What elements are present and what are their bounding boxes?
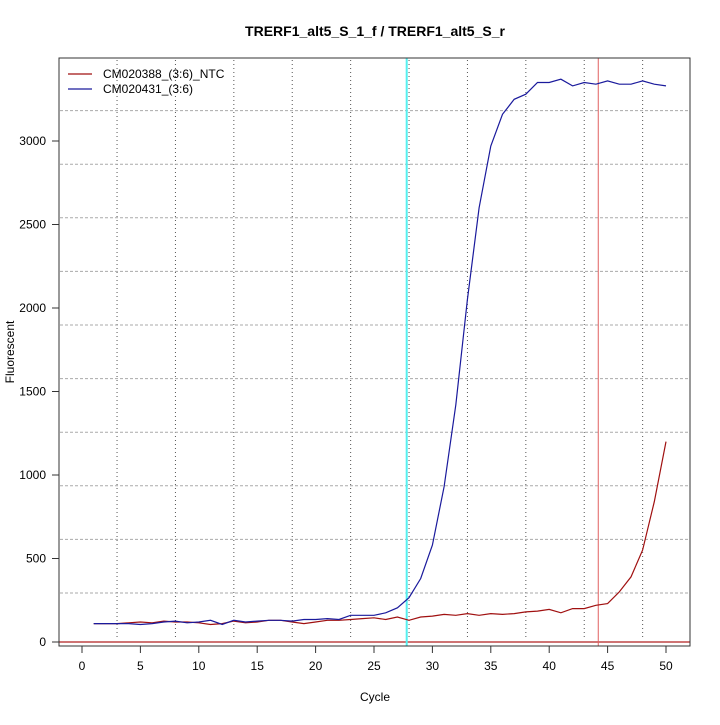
x-tick-label: 25	[367, 659, 381, 673]
plot-frame	[58, 57, 691, 647]
y-tick-label: 2000	[19, 301, 46, 315]
y-tick-label: 2500	[19, 218, 46, 232]
x-tick-label: 5	[137, 659, 144, 673]
y-tick-label: 1000	[19, 468, 46, 482]
x-tick-label: 20	[309, 659, 323, 673]
x-tick-label: 50	[659, 659, 673, 673]
y-tick-label: 3000	[19, 134, 46, 148]
series-line-1	[93, 441, 667, 626]
axes: 0 5 10 15 20 25 30 35 40 45 5005001000150020002500…	[19, 134, 673, 673]
legend-label: CM020388_(3:6)_NTC	[103, 67, 225, 81]
x-tick-label: 45	[601, 659, 615, 673]
series-line-2	[93, 78, 667, 626]
chart-title: TRERF1_alt5_S_1_f / TRERF1_alt5_S_r	[245, 23, 505, 39]
y-tick-label: 0	[39, 635, 46, 649]
x-tick-label: 35	[484, 659, 498, 673]
x-tick-label: 10	[192, 659, 206, 673]
y-tick-label: 500	[26, 552, 46, 566]
x-tick-label: 15	[251, 659, 265, 673]
plot-marks	[59, 58, 690, 646]
x-axis-label: Cycle	[360, 690, 390, 704]
grid	[60, 60, 689, 638]
y-axis-label: Fluorescent	[3, 320, 17, 383]
x-tick-label: 30	[426, 659, 440, 673]
legend-label: CM020431_(3:6)	[103, 82, 193, 96]
x-tick-label: 0	[79, 659, 86, 673]
y-tick-label: 1500	[19, 385, 46, 399]
x-tick-label: 40	[543, 659, 557, 673]
